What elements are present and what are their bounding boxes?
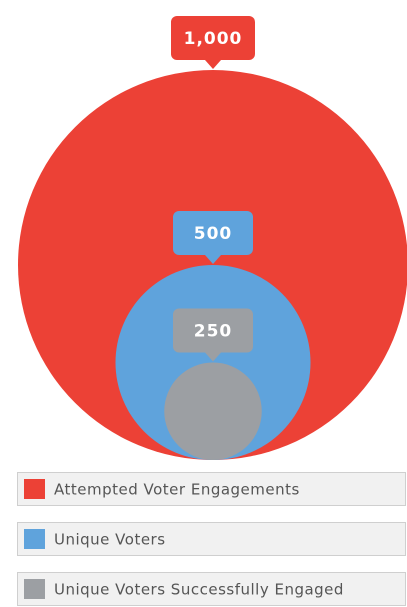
callout-pointer <box>205 352 221 362</box>
legend-item <box>17 472 406 506</box>
legend-label: Unique Voters Successfully Engaged <box>54 581 344 599</box>
legend-swatch <box>24 529 45 549</box>
value-label: 500 <box>194 224 233 244</box>
legend-label: Attempted Voter Engagements <box>54 481 300 499</box>
legend-item <box>17 572 406 606</box>
callout-box <box>173 308 253 353</box>
callout-pointer <box>205 255 221 264</box>
legend-label: Unique Voters <box>54 531 166 549</box>
bubble <box>164 362 262 460</box>
callout-box <box>171 16 255 60</box>
value-label: 1,000 <box>184 29 243 49</box>
callout-box <box>173 211 253 255</box>
legend-swatch <box>24 579 45 599</box>
value-label: 250 <box>194 322 233 342</box>
legend-swatch <box>24 479 45 499</box>
legend-item <box>17 522 406 556</box>
callout-pointer <box>205 60 221 69</box>
